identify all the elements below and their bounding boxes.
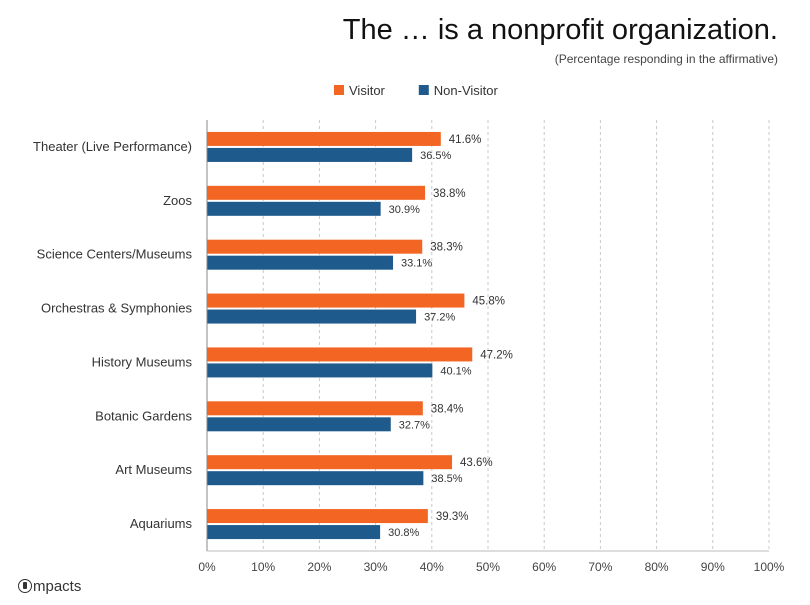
x-tick-label: 70% [588,560,612,574]
data-label-non-visitor: 40.1% [440,365,471,377]
data-label-non-visitor: 37.2% [424,312,455,324]
category-label: Art Museums [115,462,192,477]
bar-visitor [207,293,465,308]
category-label: Orchestras & Symphonies [41,301,193,316]
data-label-visitor: 39.3% [436,511,469,523]
data-label-non-visitor: 30.8% [388,527,419,539]
data-label-visitor: 41.6% [449,134,482,146]
bar-visitor [207,185,426,200]
category-label: History Museums [92,354,193,369]
x-tick-label: 20% [307,560,331,574]
x-tick-label: 0% [198,560,216,574]
bar-non-visitor [207,201,381,216]
category-label: Zoos [163,193,192,208]
chart-subtitle: (Percentage responding in the affirmativ… [554,52,778,66]
legend-swatch-0 [334,85,344,95]
data-label-visitor: 47.2% [480,349,513,361]
legend-swatch-1 [418,85,429,95]
impacts-logo-icon [18,579,32,593]
bar-non-visitor [207,363,433,378]
bar-chart: Visitor Non-Visitor 0% 10% 20% 30% 40% 50% 60% 70… [33,83,785,574]
data-label-visitor: 38.3% [430,242,463,254]
chart-title: The … is a nonprofit organization. [342,14,778,46]
impacts-logo: mpacts [18,578,81,595]
category-label: Botanic Gardens [95,408,192,423]
category-label: Science Centers/Museums [37,247,193,262]
x-tick-label: 50% [476,560,500,574]
data-label-non-visitor: 38.5% [431,473,462,485]
data-label-visitor: 45.8% [472,296,505,308]
bar-visitor [207,347,473,362]
bar-visitor [207,131,441,146]
data-label-non-visitor: 36.5% [420,150,451,162]
data-label-visitor: 38.4% [431,403,464,415]
bar-visitor [207,509,428,524]
bar-non-visitor [207,525,381,540]
legend-label-0: Visitor [349,83,386,98]
bar-visitor [207,455,453,470]
bar-non-visitor [207,147,413,162]
bar-non-visitor [207,417,391,432]
bar-non-visitor [207,471,424,486]
bar-non-visitor [207,309,417,324]
x-tick-label: 30% [364,560,388,574]
x-tick-label: 100% [754,560,785,574]
logo-text: mpacts [33,578,82,595]
data-label-non-visitor: 30.9% [389,204,420,216]
x-tick-label: 90% [701,560,725,574]
bar-visitor [207,401,423,416]
data-label-non-visitor: 32.7% [399,419,430,431]
data-label-visitor: 43.6% [460,457,493,469]
category-label: Aquariums [130,516,193,531]
category-label: Theater (Live Performance) [33,139,192,154]
x-tick-label: 10% [251,560,275,574]
x-tick-label: 40% [420,560,444,574]
x-tick-label: 80% [645,560,669,574]
data-label-visitor: 38.8% [433,188,466,200]
data-label-non-visitor: 33.1% [401,258,432,270]
bar-non-visitor [207,255,394,270]
x-tick-label: 60% [532,560,556,574]
bar-visitor [207,239,423,254]
legend-label-1: Non-Visitor [434,83,499,98]
